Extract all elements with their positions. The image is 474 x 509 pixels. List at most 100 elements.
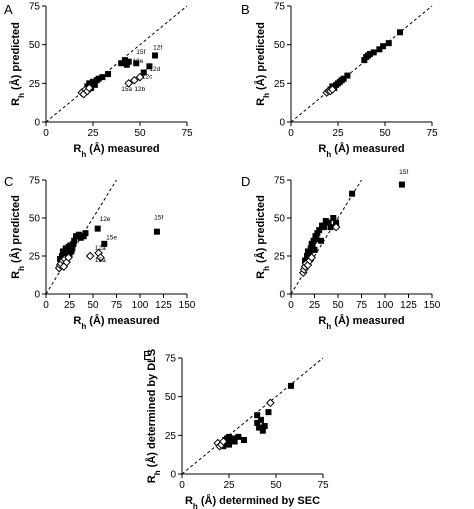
- y-axis-label-sub: h: [262, 93, 271, 98]
- y-tick-label: 0: [170, 470, 176, 481]
- panel-letter: B: [241, 2, 250, 17]
- data-point-square: [261, 423, 268, 430]
- data-point-square: [80, 233, 87, 240]
- data-point-square: [64, 246, 71, 253]
- y-axis-label-rest: (Å) predicted: [9, 195, 22, 266]
- point-annotation: 12b: [134, 86, 145, 93]
- data-point-diamond: [84, 83, 94, 93]
- y-axis-label-sub: h: [17, 93, 26, 98]
- data-point-diamond: [219, 437, 228, 446]
- data-point-diamond: [96, 253, 105, 262]
- data-point-square: [306, 249, 313, 256]
- data-point-square: [370, 49, 377, 56]
- x-tick-label: 150: [179, 300, 196, 311]
- data-point-square: [256, 424, 263, 431]
- y-tick-label: 50: [29, 214, 41, 225]
- x-axis-label-sub: h: [81, 322, 86, 331]
- y-axis-label-sub: h: [153, 470, 162, 475]
- y-axis-label: Rh (Å) predicted: [254, 195, 271, 279]
- y-tick-label: 0: [279, 290, 285, 301]
- data-point-square: [57, 256, 64, 263]
- data-point-square: [90, 78, 96, 85]
- y-axis-label-rest: (Å) determined by DLS: [145, 349, 158, 471]
- data-point-square: [307, 245, 314, 252]
- x-axis-label-main: R: [318, 143, 326, 155]
- x-tick-label: 125: [155, 300, 172, 311]
- data-point-square: [366, 50, 373, 57]
- data-point-square: [140, 69, 147, 76]
- point-annotation: 15f: [154, 215, 163, 222]
- y-tick-label: 0: [34, 290, 40, 301]
- data-point-square: [259, 427, 266, 434]
- data-point-diamond: [328, 85, 337, 94]
- data-point-square: [101, 240, 108, 247]
- data-point-square: [288, 382, 295, 389]
- data-point-square: [325, 219, 332, 226]
- data-point-square: [361, 57, 368, 64]
- y-tick-label: 75: [29, 176, 41, 187]
- data-point-square: [257, 416, 264, 423]
- data-point-diamond: [307, 253, 316, 262]
- data-point-square: [94, 225, 101, 232]
- identity-line: [181, 357, 324, 475]
- data-point-square: [309, 242, 316, 249]
- data-point-square: [61, 249, 68, 256]
- data-point-square: [91, 81, 98, 88]
- y-tick-label: 25: [274, 252, 286, 263]
- point-annotation: 12a: [95, 245, 106, 252]
- data-point-square: [69, 245, 76, 252]
- data-point-square: [397, 29, 404, 36]
- data-point-square: [385, 40, 392, 47]
- data-point-square: [95, 75, 102, 82]
- data-point-square: [133, 60, 140, 67]
- data-point-square: [229, 435, 236, 442]
- data-point-square: [99, 74, 106, 81]
- data-point-square: [146, 63, 153, 70]
- point-annotation: 12e: [100, 216, 111, 223]
- x-tick-label: 75: [181, 128, 193, 139]
- x-axis-label-sub: h: [326, 322, 331, 331]
- data-point-diamond: [124, 79, 134, 88]
- data-point-square: [254, 412, 261, 419]
- data-point-square: [344, 72, 351, 79]
- data-point-square: [68, 248, 75, 255]
- x-tick-label: 0: [43, 128, 49, 139]
- x-tick-label: 75: [111, 300, 123, 311]
- x-tick-label: 25: [64, 300, 76, 311]
- x-axis-label: Rh (Å) measured: [318, 314, 404, 331]
- x-axis-label-sub: h: [81, 150, 86, 159]
- x-tick-label: 0: [43, 300, 49, 311]
- data-point-square: [265, 409, 272, 416]
- x-tick-label: 25: [309, 300, 321, 311]
- y-tick-label: 50: [29, 40, 41, 51]
- data-point-square: [118, 60, 125, 67]
- y-axis-label: Rh (Å) predicted: [254, 22, 271, 106]
- data-point-square: [333, 219, 340, 226]
- point-annotation: 12c: [142, 74, 153, 81]
- x-axis-label-main: R: [73, 143, 81, 155]
- y-tick-label: 75: [274, 176, 286, 187]
- x-axis-label: Rh (Å) measured: [73, 314, 159, 331]
- point-annotation: 15a: [121, 86, 132, 93]
- x-tick-label: 50: [87, 300, 99, 311]
- x-tick-label: 125: [400, 300, 417, 311]
- x-axis-label-main: R: [73, 315, 81, 327]
- data-point-square: [226, 441, 232, 448]
- data-point-square: [398, 181, 405, 188]
- data-point-diamond: [130, 75, 139, 85]
- point-annotation: 12d: [149, 66, 160, 73]
- point-annotation: 12f: [153, 44, 162, 51]
- point-annotation: 15e: [106, 234, 117, 241]
- y-axis-label-sub: h: [262, 266, 271, 271]
- x-tick-label: 100: [377, 300, 394, 311]
- data-point-square: [327, 224, 334, 231]
- y-axis-label: Rh (Å) predicted: [9, 195, 26, 279]
- data-point-square: [254, 419, 261, 426]
- x-axis-label: Rh (Å) determined by SEC: [185, 494, 320, 509]
- identity-line: [290, 5, 433, 123]
- data-point-square: [376, 46, 383, 53]
